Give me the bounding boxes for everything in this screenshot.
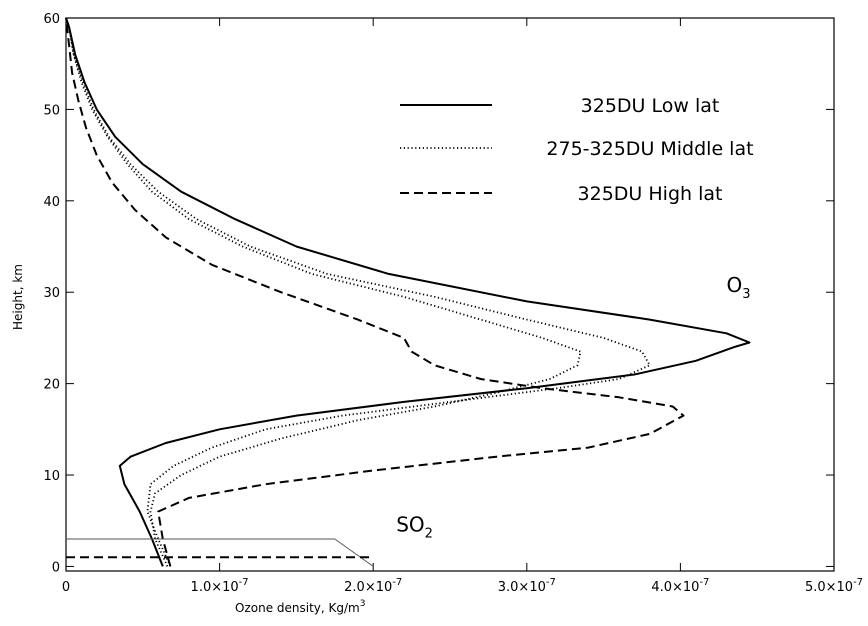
x-tick-label: 2.0×10-7 [344,577,402,595]
y-tick-label: 30 [43,286,60,301]
series-line-1 [65,17,751,567]
y-tick-label: 50 [43,103,60,118]
x-tick-label: 1.0×10-7 [191,577,249,595]
x-tick-label: 5.0×10-7 [805,577,863,595]
y-axis-title: Height, km [11,264,25,330]
legend: 325DU Low lat 275-325DU Middle lat 325DU H… [400,95,754,205]
axis-ticks: 0 1.0×10-7 2.0×10-7 3.0×10-7 4.0×10-7 5.0×10-… [43,12,863,595]
x-axis-title: Ozone density, Kg/m3 [235,599,365,615]
y-tick-label: 0 [52,560,60,575]
legend-label-2: 275-325DU Middle lat [546,138,753,160]
annotation-2: SO2 [396,513,433,542]
plot-frame [65,17,835,572]
annotation-1: O3 [726,273,750,302]
y-tick-label: 20 [43,378,60,393]
legend-label-3: 325DU High lat [578,183,723,205]
series-line-2 [65,17,651,567]
x-tick-label: 4.0×10-7 [651,577,709,595]
legend-label-1: 325DU Low lat [581,95,720,117]
y-tick-label: 60 [43,12,60,27]
annotations: O3 SO2 [396,273,750,541]
y-tick-label: 40 [43,195,60,210]
y-tick-label: 10 [43,469,60,484]
data-series [65,17,751,567]
series-line-3 [65,17,582,567]
so2-line-1 [66,538,374,567]
series-line-4 [65,17,685,567]
x-tick-label: 3.0×10-7 [498,577,556,595]
x-tick-label: 0 [62,580,70,595]
